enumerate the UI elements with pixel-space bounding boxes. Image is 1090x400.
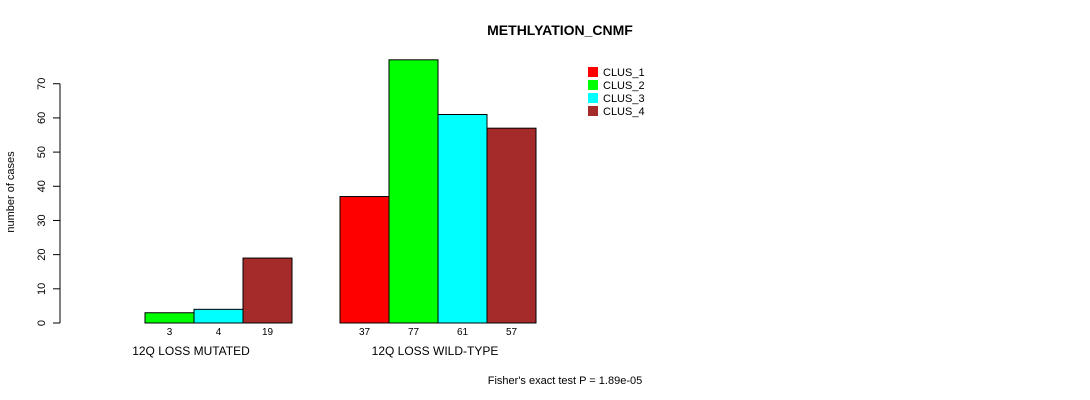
legend-label-clus_1: CLUS_1 [603,67,645,79]
bar-wild-type-clus_1 [339,196,390,324]
value-label: 4 [216,327,222,338]
legend-swatch-clus_3 [588,93,598,103]
y-tick-label-60: 60 [36,112,48,124]
y-tick-label-20: 20 [36,249,48,261]
legend-swatch-clus_2 [588,80,598,90]
category-label-mutated: 12Q LOSS MUTATED [132,344,250,358]
y-tick-label-0: 0 [36,320,48,326]
y-tick-label-30: 30 [36,214,48,226]
value-label: 61 [457,327,469,338]
value-label: 19 [262,327,274,338]
legend-swatch-clus_1 [588,67,598,77]
value-label: 57 [506,327,518,338]
y-tick-label-50: 50 [36,146,48,158]
category-label-wild-type: 12Q LOSS WILD-TYPE [372,344,499,358]
bar-wild-type-clus_2 [388,59,439,324]
y-axis: 0 10 20 30 40 50 60 70 [36,78,61,326]
bar-mutated-clus_2 [144,312,195,324]
value-label: 37 [359,327,371,338]
y-axis-label: number of cases [5,151,17,233]
chart-title: METHLYATION_CNMF [487,22,633,38]
bar-mutated-clus_3 [193,308,244,324]
value-label: 77 [408,327,420,338]
fisher-test-annotation: Fisher's exact test P = 1.89e-05 [488,375,642,387]
bar-wild-type-clus_3 [437,114,488,324]
y-tick-label-70: 70 [36,78,48,90]
legend-swatch-clus_4 [588,106,598,116]
y-tick-label-40: 40 [36,180,48,192]
y-tick-label-10: 10 [36,283,48,295]
value-labels: 3 4 19 37 77 61 57 [167,327,518,338]
bar-wild-type-clus_4 [486,127,537,324]
legend-label-clus_4: CLUS_4 [603,106,645,118]
legend-label-clus_2: CLUS_2 [603,80,645,92]
legend-label-clus_3: CLUS_3 [603,93,645,105]
value-label: 3 [167,327,173,338]
category-labels: 12Q LOSS MUTATED 12Q LOSS WILD-TYPE [132,344,498,358]
bars [144,59,537,324]
bar-mutated-clus_4 [242,257,293,324]
